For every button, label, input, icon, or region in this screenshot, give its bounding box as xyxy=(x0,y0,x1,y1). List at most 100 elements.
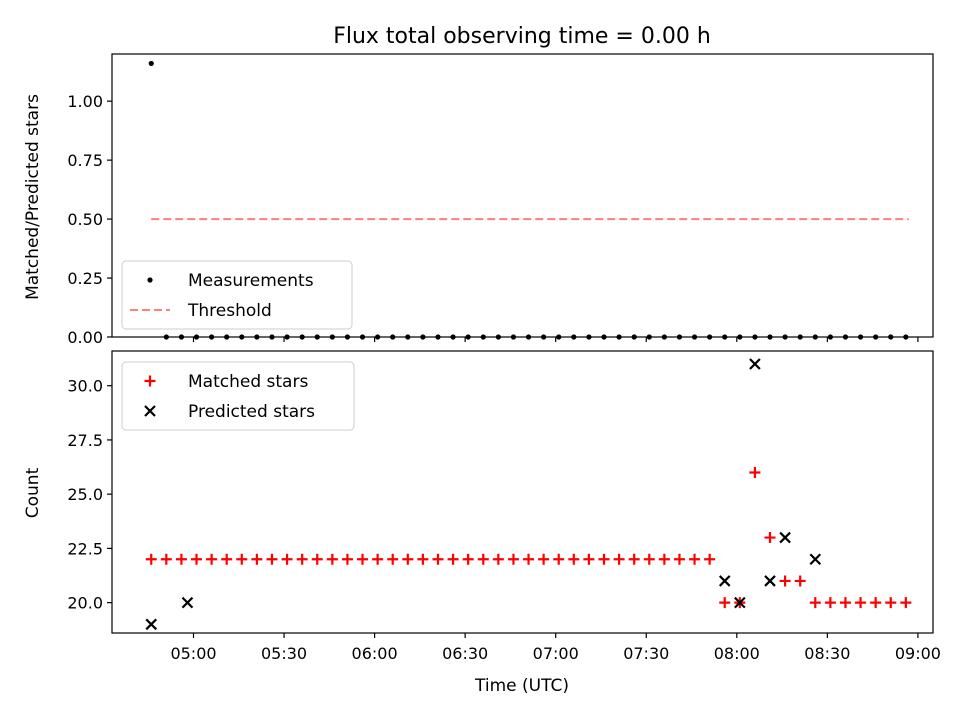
data-point xyxy=(175,553,187,565)
x-tick-label: 05:00 xyxy=(170,644,216,663)
y-tick-label: 27.5 xyxy=(67,431,103,450)
data-point xyxy=(462,553,474,565)
data-point xyxy=(722,334,728,340)
data-point xyxy=(447,553,459,565)
x-axis-label: Time (UTC) xyxy=(474,676,569,696)
data-point xyxy=(206,553,218,565)
x-tick-label: 07:30 xyxy=(623,644,669,663)
data-point xyxy=(779,575,791,587)
data-point xyxy=(341,553,353,565)
data-point xyxy=(885,597,897,609)
data-point xyxy=(676,334,683,340)
y-tick-label: 0.25 xyxy=(67,269,103,288)
data-point xyxy=(749,466,761,478)
axes-frame xyxy=(111,53,934,338)
data-point xyxy=(435,334,441,340)
data-point xyxy=(824,597,836,609)
y-tick-label: 0.75 xyxy=(67,151,103,170)
y-tick-label: 25.0 xyxy=(67,485,103,504)
data-point xyxy=(646,334,652,340)
data-point xyxy=(254,334,260,340)
data-point xyxy=(661,334,667,340)
data-point xyxy=(160,553,172,565)
data-point xyxy=(239,334,245,340)
data-point xyxy=(311,553,323,565)
data-point xyxy=(405,334,411,340)
bottom-y-axis-label: Count xyxy=(23,467,43,518)
chart-title: Flux total observing time = 0.00 h xyxy=(333,24,711,49)
data-point xyxy=(269,334,275,340)
x-tick-label: 06:30 xyxy=(442,644,488,663)
data-point xyxy=(812,334,818,340)
data-point xyxy=(284,334,290,340)
data-point xyxy=(420,334,426,340)
data-point xyxy=(296,553,308,565)
data-point xyxy=(523,553,535,565)
y-tick-label: 20.0 xyxy=(67,594,103,613)
data-point xyxy=(809,553,822,566)
data-point xyxy=(797,334,803,340)
data-point xyxy=(221,553,233,565)
data-point xyxy=(178,334,185,340)
data-point xyxy=(571,334,577,340)
data-point xyxy=(673,553,685,565)
data-point xyxy=(764,575,776,587)
data-point xyxy=(329,334,335,340)
x-tick-label: 05:30 xyxy=(261,644,307,663)
data-point xyxy=(870,597,882,609)
data-point xyxy=(163,334,169,340)
data-point xyxy=(390,334,396,340)
data-point xyxy=(628,553,640,565)
bottom-panel: 20.0 22.5 25.0 27.5 30.0 05:00 05:30 06:00 06:30… xyxy=(67,350,941,663)
legend-label: Matched stars xyxy=(188,372,308,392)
data-point xyxy=(616,334,622,340)
data-point xyxy=(236,553,248,565)
legend-label: Predicted stars xyxy=(188,402,315,422)
data-point xyxy=(764,532,776,544)
data-point xyxy=(326,553,338,565)
data-point xyxy=(737,334,743,340)
data-point xyxy=(643,553,655,565)
data-point xyxy=(855,597,867,609)
top-panel: 0.00 0.25 0.50 0.75 1.00 Measurements Threshol… xyxy=(67,53,934,347)
data-point xyxy=(586,334,592,340)
data-point xyxy=(839,597,851,609)
x-tick-label: 08:00 xyxy=(714,644,760,663)
data-point xyxy=(193,334,200,340)
data-point xyxy=(432,553,444,565)
data-point xyxy=(704,553,716,565)
x-tick-label: 08:30 xyxy=(804,644,850,663)
data-point xyxy=(525,334,532,340)
series-group xyxy=(148,60,909,340)
data-point xyxy=(707,334,713,340)
data-point xyxy=(145,553,157,565)
y-tick-label: 0.00 xyxy=(67,328,103,347)
axes-frame xyxy=(111,350,934,634)
data-point xyxy=(734,596,746,609)
legend-box xyxy=(121,260,353,330)
legend-label: Measurements xyxy=(188,271,314,291)
data-point xyxy=(495,334,501,340)
data-point xyxy=(718,575,731,587)
data-point xyxy=(510,334,517,340)
data-point xyxy=(857,334,864,340)
data-point xyxy=(827,334,833,340)
data-point xyxy=(767,334,773,340)
data-point xyxy=(658,553,670,565)
legend-swatch xyxy=(147,277,153,283)
legend-box xyxy=(121,361,355,431)
data-point xyxy=(553,553,565,565)
data-point xyxy=(888,334,894,340)
data-point xyxy=(145,618,158,631)
top-y-axis-label: Matched/Predicted stars xyxy=(23,94,43,300)
data-point xyxy=(873,334,879,340)
data-point xyxy=(719,597,731,609)
data-point xyxy=(359,334,366,340)
data-point xyxy=(598,553,610,565)
data-point xyxy=(538,553,550,565)
series-group xyxy=(145,358,912,631)
data-point xyxy=(148,60,154,67)
data-point xyxy=(601,334,607,340)
data-point xyxy=(541,334,547,340)
